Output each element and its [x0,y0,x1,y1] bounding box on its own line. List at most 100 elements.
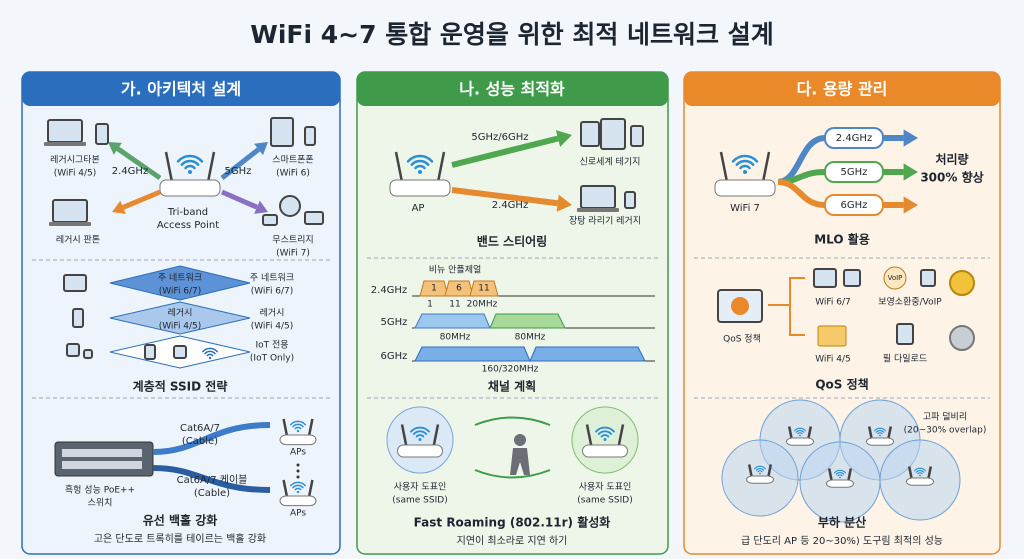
label: 레거시그타본 [50,155,100,166]
laptop-screen [52,199,88,223]
wifi-arc [292,484,304,489]
ssid-layer [109,301,251,335]
label: 5GHz/6GHz [471,132,528,143]
label: AP [412,203,425,214]
medal [949,325,975,351]
wifi-dot [208,356,212,360]
label: 20MHz [467,300,498,310]
wifi-arc [414,164,426,170]
router [279,495,317,507]
label: 주 네트워크 [158,273,202,284]
wifi-dot [743,170,747,174]
wifi-arc [739,164,751,170]
wifi-arc [290,481,306,487]
wifi-dot [418,438,422,441]
antenna [164,151,174,183]
wifi-arc [874,427,886,432]
subcaption: 지연이 최소라로 지연 하기 [457,534,568,547]
arrow-head [556,194,572,212]
label: Access Point [157,220,219,231]
wifi-arc [754,465,766,470]
wifi-dot [839,476,841,479]
switch [54,441,154,477]
arrow-head [254,142,268,156]
panel-header [684,72,1000,106]
label: QoS 정책 [723,333,761,345]
wifi-arc [294,487,302,491]
label: (same SSID) [392,496,447,506]
panel-title: 다. 용량 관리 [797,80,888,99]
arrow-head [112,200,126,215]
device [624,191,636,209]
person-body [510,448,530,475]
antenna [206,151,216,183]
device [600,118,626,150]
label: WiFi 4/5 [815,355,851,365]
label: 보영소환중/VoIP [878,296,942,308]
antenna [617,424,625,448]
label: 2.4GHz [112,166,148,177]
label: 5GHz [381,317,408,328]
label: 300% 향상 [920,170,983,185]
wifi-arc [292,423,304,428]
wifi-arc [735,159,755,166]
label: 2.4GHz [492,200,528,211]
wifi-arc [176,154,204,163]
device [630,125,644,147]
wifi-arc [917,472,923,475]
label: (WiFi 6/7) [159,287,202,297]
qos-branch [768,277,805,336]
device [83,349,93,359]
wifi-arc [415,434,425,438]
caption: 밴드 스티어링 [477,234,547,249]
device [304,126,316,146]
caption: 부하 분산 [818,515,866,530]
wifi-arc [410,426,430,433]
dots [296,463,300,467]
switch-ports [62,449,142,469]
arrow [451,187,559,207]
antenna [432,424,440,448]
label: (WiFi 6) [276,169,310,179]
label: 11 [478,284,489,294]
panel-header [22,72,340,106]
arrow [122,189,161,210]
wifi-dot [879,434,881,437]
antenna [307,418,314,438]
antenna [436,151,446,183]
arrow-head [903,129,918,147]
label: (WiFi 4/5) [251,322,294,332]
wifi-arc [797,432,803,435]
device [95,123,109,145]
label: Cat6A/7 케이블 [177,474,248,486]
device [304,211,324,225]
roam-arrow [474,469,551,479]
wifi-arc [914,467,926,472]
wifi-arc [180,159,200,166]
caption: 유선 백홀 강화 [143,513,218,528]
laptop-screen [580,185,616,209]
router [389,179,451,197]
title: WiFi 4~7 통합 운영을 위한 최적 네트워크 설계 [250,20,773,49]
arrow [221,189,258,210]
subcaption: 고은 단도로 트록히를 테이르는 백홀 강화 [94,532,266,545]
label: 2.4GHz [371,285,407,296]
wifi-arc [204,350,216,355]
laptop-base [44,142,86,146]
cable [152,422,271,455]
arrow-head [555,130,572,147]
label: IoT 전용 [255,340,288,351]
laptop-screen [47,119,83,143]
label: 주 네트워크 [250,273,294,284]
device [262,214,278,226]
label: 1 [431,284,437,294]
router [906,477,934,486]
wifi-arc [834,469,846,474]
label: 비뉴 안플제얼 [429,265,482,276]
antenna [394,151,404,183]
label: APs [290,448,306,458]
antenna [761,151,771,183]
medal [949,270,975,296]
label: (Cable) [182,436,218,447]
device [580,121,600,147]
